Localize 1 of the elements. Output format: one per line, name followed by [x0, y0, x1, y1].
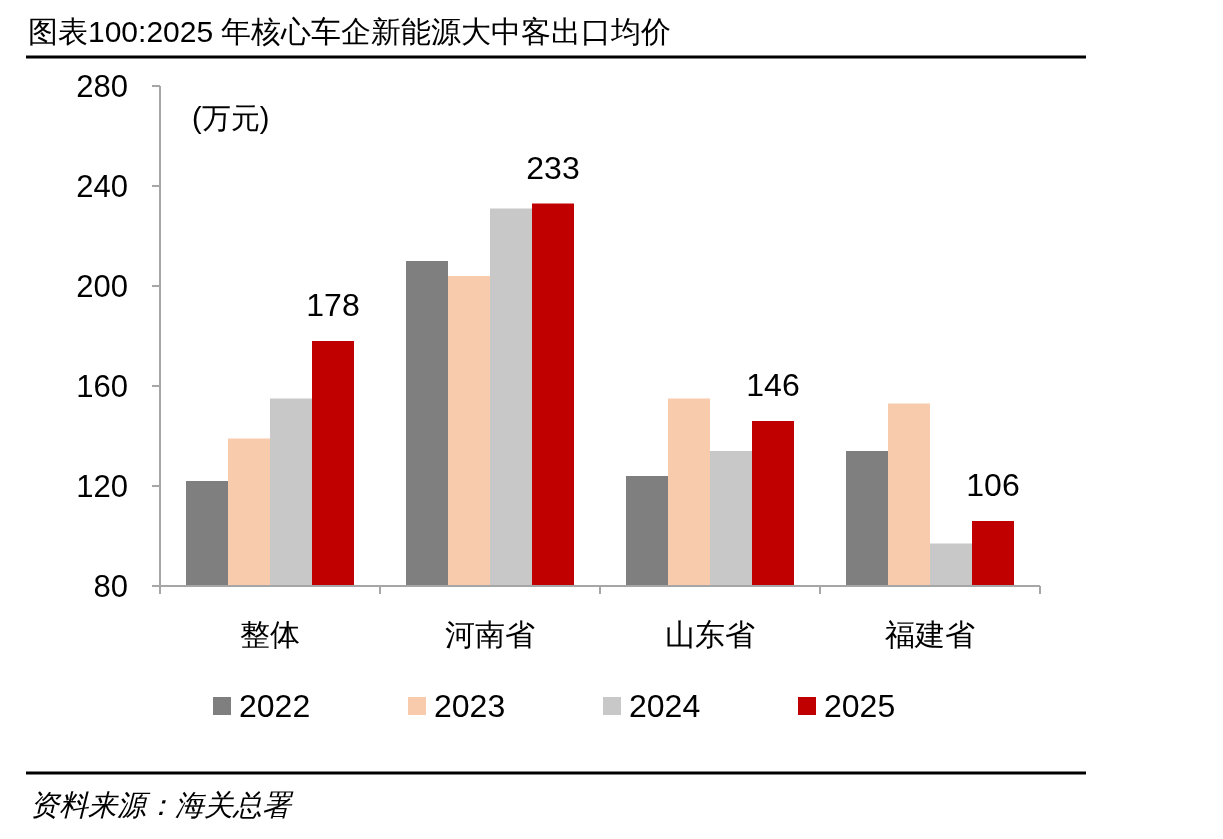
title: 图表100:2025 年核心车企新能源大中客出口均价 — [28, 15, 672, 48]
